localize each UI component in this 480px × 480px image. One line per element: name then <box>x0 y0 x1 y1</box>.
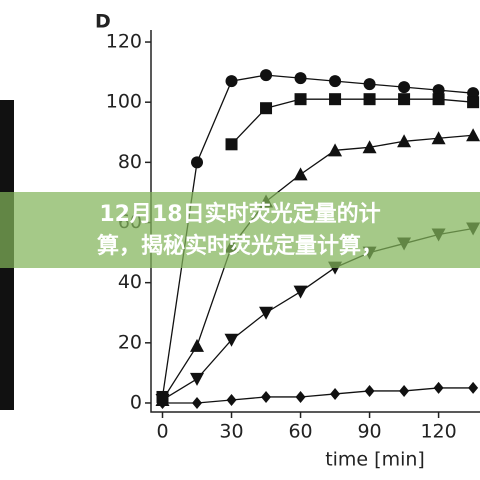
marker <box>329 75 342 88</box>
series-line <box>161 134 474 401</box>
marker <box>466 128 480 142</box>
marker <box>295 390 306 403</box>
axis-frame <box>150 30 480 413</box>
marker <box>431 131 446 145</box>
y-tick-label: 80 <box>118 151 142 173</box>
marker <box>397 134 412 148</box>
overlay-line: 算，揭秘实时荧光定量计算， <box>97 233 383 259</box>
x-tick-label: 0 <box>156 421 168 443</box>
marker <box>259 306 274 320</box>
y-tick-label: 20 <box>118 331 142 353</box>
marker <box>363 93 376 106</box>
marker <box>399 384 410 397</box>
x-tick-label: 90 <box>357 421 381 443</box>
marker <box>190 372 205 386</box>
marker <box>433 381 444 394</box>
marker <box>226 393 237 406</box>
marker <box>225 138 238 151</box>
marker <box>432 93 445 106</box>
marker <box>191 156 204 169</box>
marker <box>363 78 376 91</box>
series-line <box>161 74 474 398</box>
panel-label: D <box>95 11 111 33</box>
marker <box>362 140 377 154</box>
marker <box>260 102 273 115</box>
marker <box>468 381 479 394</box>
marker <box>192 396 203 409</box>
overlay-line: 12月18日实时荧光定量的计 <box>99 201 380 227</box>
marker <box>398 81 411 94</box>
marker <box>293 285 308 299</box>
x-tick-label: 30 <box>219 421 243 443</box>
y-tick-label: 120 <box>106 31 142 53</box>
x-tick-label: 120 <box>420 421 456 443</box>
series-line <box>162 387 474 404</box>
y-tick-label: 100 <box>106 91 142 113</box>
marker <box>432 84 445 97</box>
marker <box>398 93 411 106</box>
overlay-band <box>0 192 480 268</box>
marker <box>294 93 307 106</box>
marker <box>293 167 308 181</box>
marker <box>225 75 238 88</box>
marker <box>224 333 239 347</box>
x-tick-label: 60 <box>288 421 312 443</box>
marker <box>260 69 273 82</box>
y-tick-label: 0 <box>130 391 142 413</box>
marker <box>364 384 375 397</box>
marker <box>190 338 205 352</box>
marker <box>467 96 480 109</box>
marker <box>294 72 307 85</box>
marker <box>467 87 480 100</box>
marker <box>157 396 168 409</box>
marker <box>330 387 341 400</box>
marker <box>329 93 342 106</box>
marker <box>261 390 272 403</box>
y-tick-label: 40 <box>118 271 142 293</box>
marker <box>328 143 343 157</box>
x-axis-label: time [min] <box>325 449 425 471</box>
